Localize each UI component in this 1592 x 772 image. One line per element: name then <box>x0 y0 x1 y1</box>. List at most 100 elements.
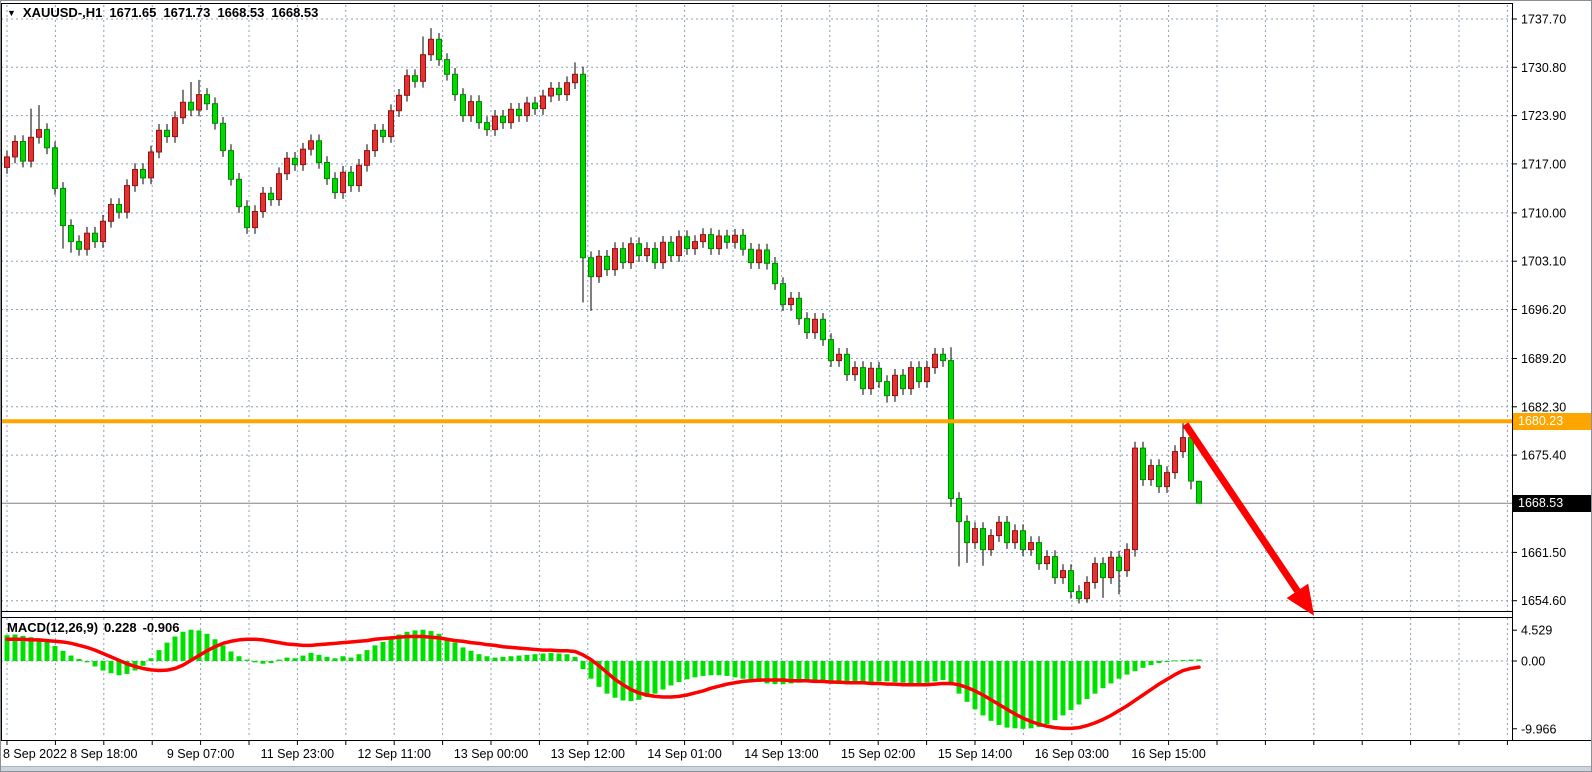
chart-frame <box>1 3 1591 741</box>
candle <box>108 198 114 228</box>
macd-bar <box>84 661 90 663</box>
macd-bar <box>260 661 266 664</box>
time-axis-label: 13 Sep 12:00 <box>551 747 625 761</box>
candle <box>572 62 578 89</box>
candle <box>284 152 290 180</box>
macd-bar <box>732 661 738 678</box>
macd-bar <box>1196 659 1202 661</box>
macd-bar <box>212 639 218 661</box>
candle <box>444 53 450 81</box>
candlestick-series[interactable] <box>4 28 1202 604</box>
candle <box>180 89 186 124</box>
candle <box>676 230 682 262</box>
bear-candle-body <box>68 225 74 243</box>
macd-bar <box>44 641 50 661</box>
macd-bar <box>60 650 66 661</box>
macd-bar <box>748 661 754 681</box>
candle <box>372 124 378 157</box>
time-axis-label: 9 Sep 07:00 <box>167 747 234 761</box>
candle <box>964 515 970 563</box>
bear-candle-body <box>828 339 834 362</box>
macd-bar <box>788 661 794 684</box>
macd-bar <box>196 630 202 661</box>
ohlc-open-value: 1671.65 <box>109 5 157 20</box>
bull-candle-body <box>404 75 410 96</box>
bull-candle-body <box>180 101 186 119</box>
candle <box>388 104 394 143</box>
symbol-dropdown-icon[interactable]: ▼ <box>7 7 16 18</box>
macd-bar <box>68 655 74 661</box>
price-axis[interactable]: 1737.70 1730.80 1723.90 1717.00 1710.00 1703.… <box>1512 13 1566 737</box>
macd-bar <box>340 656 346 661</box>
macd-signal-line[interactable] <box>5 634 1201 731</box>
candle <box>156 124 162 159</box>
macd-bar <box>92 661 98 667</box>
macd-bar <box>1124 661 1130 675</box>
candle <box>292 152 298 171</box>
trend-arrow[interactable] <box>1182 422 1315 616</box>
macd-bar <box>540 653 546 661</box>
macd-main-value: 0.228 <box>104 620 137 635</box>
bear-candle-body <box>292 157 298 166</box>
macd-bar <box>348 657 354 661</box>
candle <box>300 142 306 171</box>
macd-bar <box>220 645 226 661</box>
macd-bar <box>324 656 330 661</box>
bear-candle-body <box>116 204 122 213</box>
bull-candle-body <box>1012 530 1018 544</box>
bear-candle-body <box>484 122 490 131</box>
candle <box>436 33 442 66</box>
macd-bar <box>572 656 578 661</box>
time-axis-label: 8 Sep 2022 <box>3 747 67 761</box>
candle <box>500 110 506 129</box>
price-axis-label: 1682.30 <box>1521 400 1566 414</box>
ohlc-high-value: 1671.73 <box>163 5 211 20</box>
macd-bar <box>124 661 130 674</box>
candle <box>924 361 930 388</box>
macd-bar <box>148 658 154 661</box>
bull-candle-body <box>364 150 370 166</box>
price-axis-label: 1710.00 <box>1521 206 1566 220</box>
candle <box>220 117 226 157</box>
bear-candle-body <box>52 147 58 189</box>
candle <box>404 69 410 102</box>
candle <box>788 292 794 311</box>
bear-candle-body <box>500 115 506 124</box>
bear-candle-body <box>604 255 610 271</box>
price-axis-label: 1689.20 <box>1521 352 1566 366</box>
bull-candle-body <box>156 129 162 153</box>
candle <box>820 313 826 346</box>
macd-bar <box>532 654 538 661</box>
bear-candle-body <box>140 169 146 179</box>
candle <box>484 116 490 136</box>
candle <box>852 361 858 381</box>
panel-separator[interactable] <box>1 612 1512 617</box>
candle <box>164 124 170 143</box>
candle <box>700 228 706 248</box>
macd-bar <box>652 661 658 694</box>
candle <box>204 88 210 110</box>
macd-bar <box>1188 659 1194 661</box>
macd-bar <box>4 635 10 661</box>
bull-candle-body <box>732 234 738 243</box>
macd-bar <box>860 661 866 683</box>
candle <box>828 333 834 367</box>
bear-candle-body <box>1156 465 1162 488</box>
bear-candle-body <box>436 38 442 61</box>
macd-bar <box>500 656 506 661</box>
bear-candle-body <box>804 318 810 334</box>
macd-histogram[interactable] <box>4 629 1202 729</box>
bull-candle-body <box>924 367 930 383</box>
candle <box>420 36 426 88</box>
bull-candle-body <box>676 236 682 257</box>
candle <box>364 144 370 172</box>
macd-bar <box>852 661 858 684</box>
candle <box>692 235 698 255</box>
bear-candle-body <box>1188 437 1194 482</box>
candle <box>836 348 842 367</box>
time-axis[interactable]: 8 Sep 2022 8 Sep 18:00 9 Sep 07:00 11 Sep 2… <box>3 740 1508 761</box>
bull-candle-body <box>572 73 578 84</box>
bear-candle-body <box>348 171 354 187</box>
candle <box>340 166 346 199</box>
